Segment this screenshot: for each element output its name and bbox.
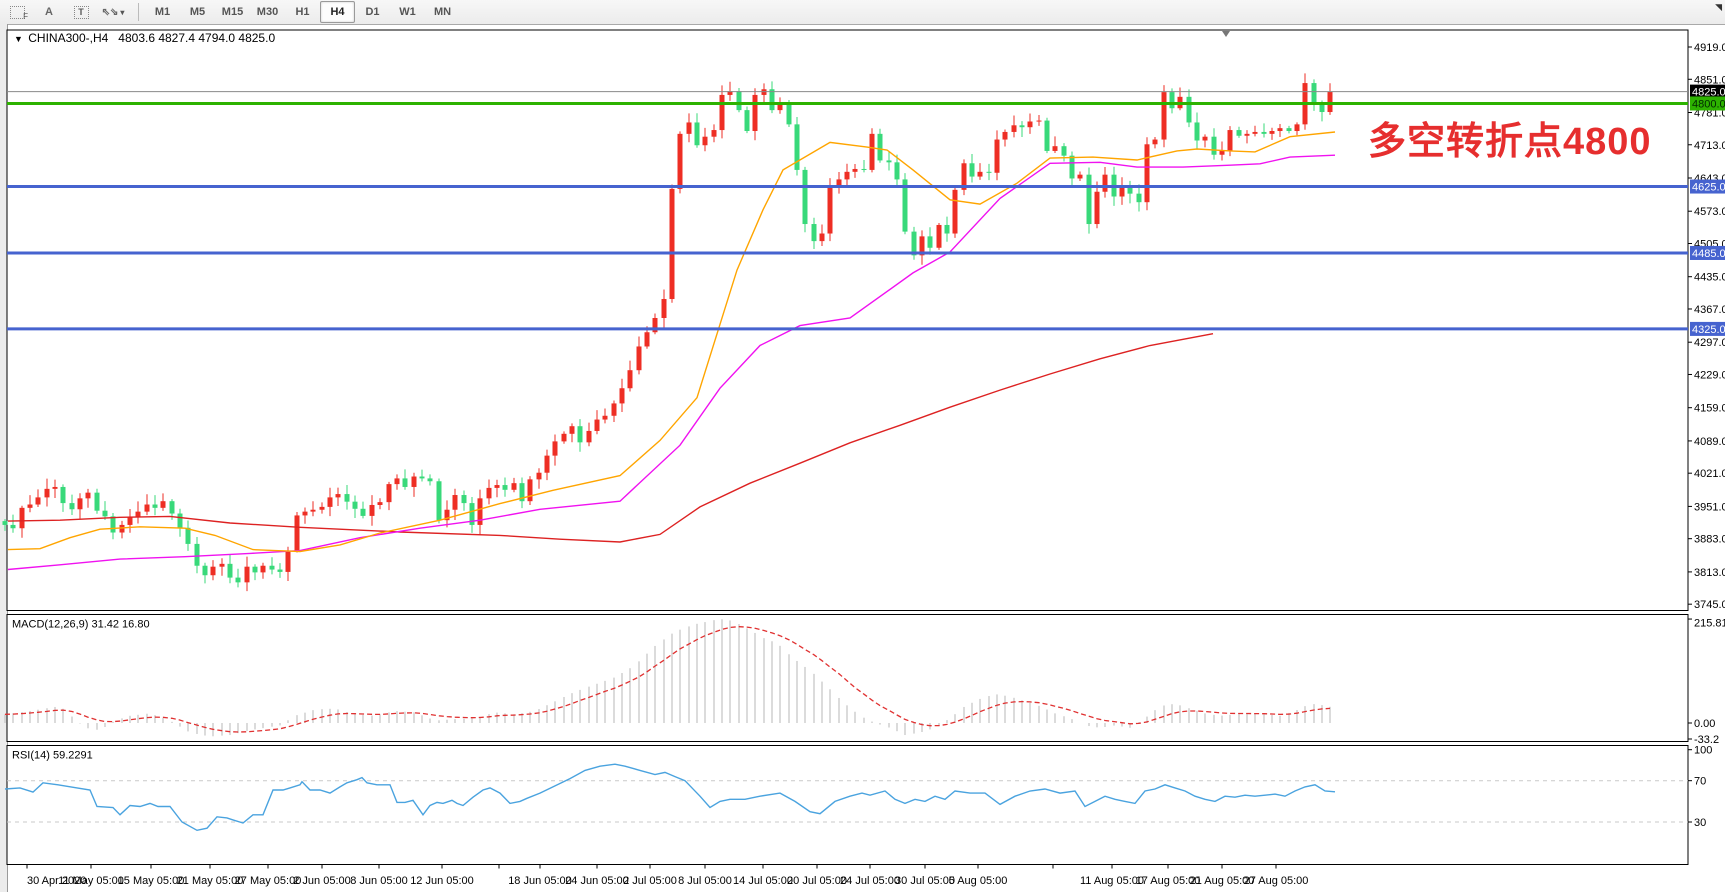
symbol-name: CHINA300-,H4 [28,31,109,45]
toolbar-overflow-icon[interactable]: ◥ [1715,2,1722,12]
svg-text:4089.0: 4089.0 [1694,436,1725,448]
svg-text:100: 100 [1694,745,1712,757]
svg-text:4713.0: 4713.0 [1694,140,1725,152]
macd-layer: MACD(12,26,9) 31.42 16.80 [4,619,1331,737]
price-tag-4825.0: 4825.0 [1690,84,1725,99]
chevron-down-icon: ▾ [120,7,125,17]
tf-button-mn[interactable]: MN [433,6,452,18]
price-tag-4485.0: 4485.0 [1690,245,1725,260]
tf-button-m5[interactable]: M5 [189,6,206,18]
rsi-axis: 100 70 30 [1688,745,1712,829]
svg-text:21 Aug 05:00: 21 Aug 05:00 [1190,875,1255,887]
moving-averages-layer [7,131,1336,571]
svg-text:30 Apr 2020: 30 Apr 2020 [27,875,86,887]
svg-text:21 May 05:00: 21 May 05:00 [177,875,244,887]
text-box-icon[interactable]: T [66,2,96,22]
svg-text:4367.0: 4367.0 [1694,304,1725,316]
svg-text:215.81: 215.81 [1694,618,1725,630]
svg-text:0.00: 0.00 [1694,718,1715,730]
svg-text:17 Aug 05:00: 17 Aug 05:00 [1136,875,1201,887]
svg-text:-33.2: -33.2 [1694,734,1719,746]
svg-text:24 Jul 05:00: 24 Jul 05:00 [840,875,900,887]
collapse-triangle-icon[interactable]: ▼ [14,34,23,44]
horizontal-lines-layer [7,91,1688,331]
svg-text:70: 70 [1694,776,1706,788]
rsi-label: RSI(14) 59.2291 [12,750,93,762]
tf-button-m15[interactable]: M15 [221,6,244,18]
tf-button-h4[interactable]: H4 [320,1,355,23]
annotation-text[interactable]: 多空转折点4800 [1368,121,1652,163]
chart-shift-marker [1222,31,1230,37]
grid-icon-sub: F [23,12,28,21]
svg-text:8 Jun 05:00: 8 Jun 05:00 [350,875,408,887]
svg-text:27 May 05:00: 27 May 05:00 [235,875,302,887]
svg-text:15 May 05:00: 15 May 05:00 [118,875,185,887]
svg-text:27 Aug 05:00: 27 Aug 05:00 [1244,875,1309,887]
svg-text:8 Jul 05:00: 8 Jul 05:00 [678,875,732,887]
chart-canvas[interactable]: 4919.04851.04781.04713.04643.04573.04505… [0,24,1725,892]
cursor-arrows-icon[interactable]: ⇖⇘ ▾ [101,6,125,18]
svg-text:4825.0: 4825.0 [1692,87,1725,99]
price-tag-4800.0: 4800.0 [1690,96,1725,111]
svg-text:30: 30 [1694,817,1706,829]
svg-text:4435.0: 4435.0 [1694,272,1725,284]
rsi-layer: RSI(14) 59.2291 [4,750,1688,832]
svg-text:2 Jun 05:00: 2 Jun 05:00 [293,875,351,887]
svg-text:4800.0: 4800.0 [1692,98,1725,110]
tf-button-w1[interactable]: W1 [399,6,416,18]
svg-text:24 Jun 05:00: 24 Jun 05:00 [565,875,629,887]
svg-text:11 Aug 05:00: 11 Aug 05:00 [1080,875,1144,887]
candles-layer [2,73,1333,592]
svg-text:5 Aug 05:00: 5 Aug 05:00 [949,875,1008,887]
chart-title: ▼ CHINA300-,H4 4803.6 4827.4 4794.0 4825… [14,31,275,45]
text-label-icon[interactable]: A [45,6,53,18]
price-axis: 4919.04851.04781.04713.04643.04573.04505… [1688,42,1725,611]
panel-borders [6,29,1689,865]
svg-text:3813.0: 3813.0 [1694,567,1725,579]
tf-button-m30[interactable]: M30 [256,6,279,18]
svg-text:30 Jul 05:00: 30 Jul 05:00 [895,875,955,887]
price-tag-4625.0: 4625.0 [1690,179,1725,194]
svg-text:4159.0: 4159.0 [1694,403,1725,415]
svg-text:3951.0: 3951.0 [1694,501,1725,513]
macd-label: MACD(12,26,9) 31.42 16.80 [12,619,150,631]
svg-text:2 Jul 05:00: 2 Jul 05:00 [623,875,677,887]
ohlc-values: 4803.6 4827.4 4794.0 4825.0 [118,31,276,45]
svg-text:20 Jul 05:00: 20 Jul 05:00 [787,875,847,887]
svg-text:4573.0: 4573.0 [1694,206,1725,218]
toolbar: F A T ⇖⇘ ▾ M1 M5 M15 M30 H1 H4 D1 W1 MN … [0,0,1725,25]
svg-text:4325.0: 4325.0 [1692,324,1725,336]
svg-text:14 Jul 05:00: 14 Jul 05:00 [733,875,793,887]
shift-marker [1222,31,1230,37]
svg-text:4297.0: 4297.0 [1694,337,1725,349]
indicators-grid-icon[interactable]: F [2,2,32,22]
svg-text:18 Jun 05:00: 18 Jun 05:00 [508,875,572,887]
toolbar-separator [138,3,139,21]
svg-text:4229.0: 4229.0 [1694,369,1725,381]
svg-text:4021.0: 4021.0 [1694,468,1725,480]
tf-button-h1[interactable]: H1 [295,6,310,18]
svg-text:4919.0: 4919.0 [1694,42,1725,54]
svg-text:4485.0: 4485.0 [1692,248,1725,260]
svg-text:11 May 05:00: 11 May 05:00 [58,875,124,887]
macd-axis: 215.81 0.00 -33.2 [1688,618,1725,746]
price-tag-4325.0: 4325.0 [1690,321,1725,336]
svg-text:4851.0: 4851.0 [1694,74,1725,86]
tf-button-m1[interactable]: M1 [154,6,171,18]
svg-text:12 Jun 05:00: 12 Jun 05:00 [410,875,474,887]
svg-text:4781.0: 4781.0 [1694,107,1725,119]
tf-button-d1[interactable]: D1 [365,6,380,18]
svg-text:3883.0: 3883.0 [1694,534,1725,546]
svg-text:3745.0: 3745.0 [1694,599,1725,611]
svg-text:4625.0: 4625.0 [1692,182,1725,194]
